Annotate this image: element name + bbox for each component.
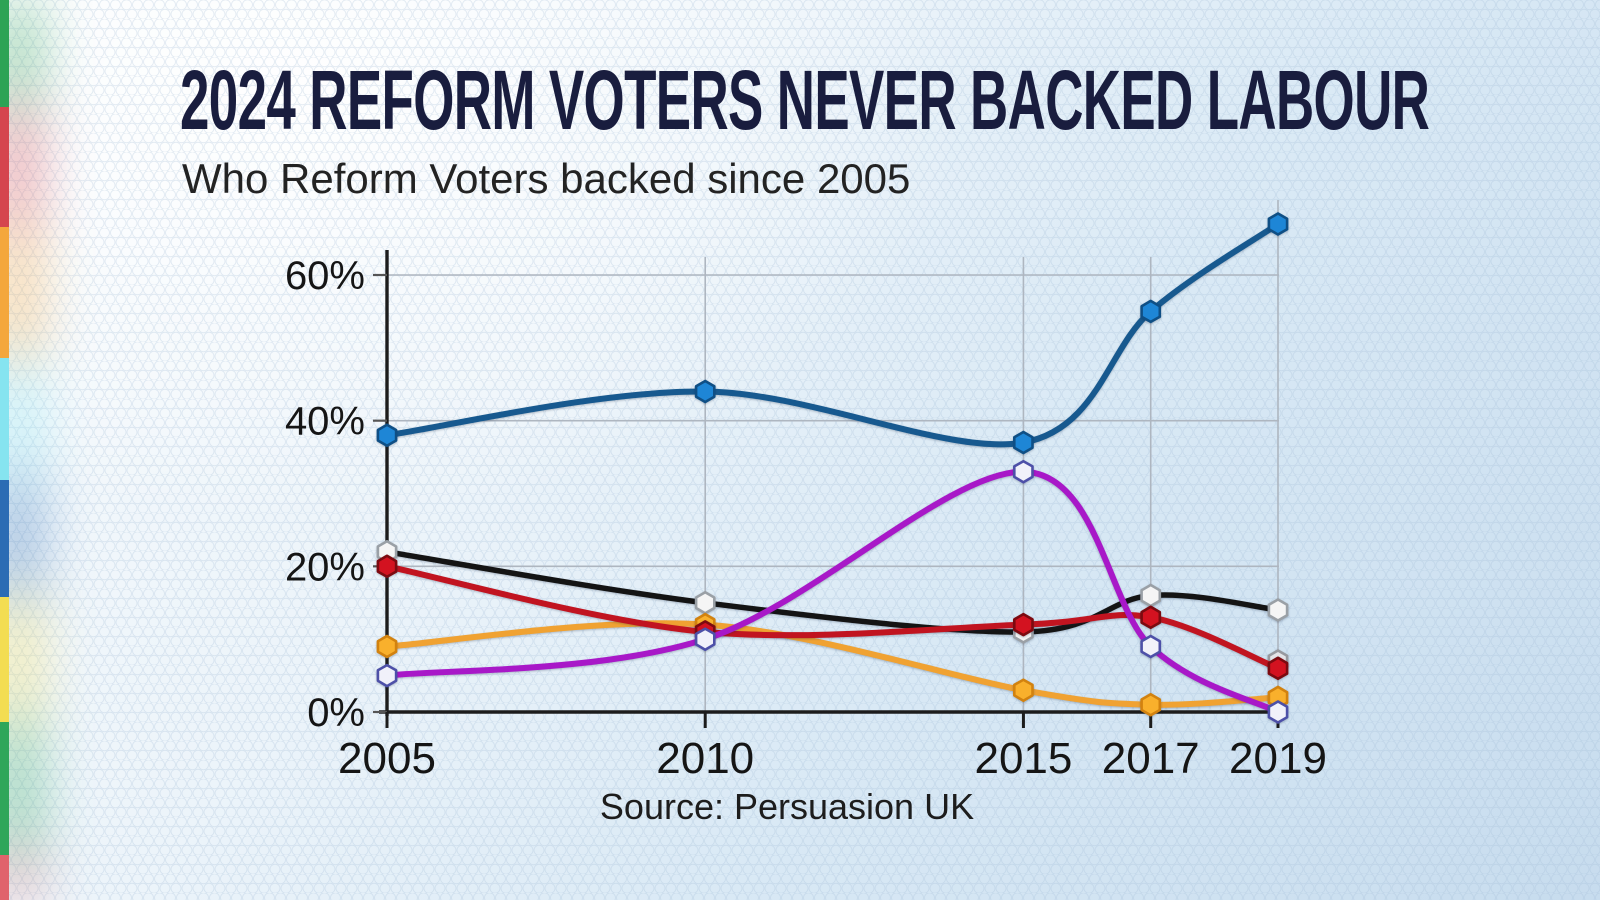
red-line-marker-2019 — [1267, 656, 1289, 681]
chart-subtitle: Who Reform Voters backed since 2005 — [182, 155, 911, 202]
blue-line-marker-2010 — [694, 379, 716, 404]
left-color-strip-segment-7 — [0, 855, 9, 900]
x-tick-label: 2019 — [1229, 734, 1327, 783]
left-color-strip-segment-0 — [0, 0, 9, 107]
y-tick-label: 20% — [285, 545, 365, 589]
purple-line-marker-2010 — [694, 627, 716, 651]
source-label: Source: Persuasion UK — [599, 786, 975, 827]
purple-line-marker-2005 — [376, 663, 398, 688]
black-line-marker-2019 — [1267, 598, 1289, 622]
red-line-marker-2017 — [1140, 605, 1162, 630]
blue-line-marker-2017 — [1140, 299, 1162, 324]
x-tick-label: 2017 — [1102, 734, 1200, 783]
left-color-strip-segment-6 — [0, 722, 9, 855]
red-line-marker-2015 — [1013, 612, 1034, 637]
x-tick-label: 2015 — [974, 734, 1072, 783]
purple-line-marker-2017 — [1140, 634, 1162, 659]
orange-line-path — [384, 620, 1281, 708]
purple-line-path — [384, 468, 1281, 715]
black-line-marker-2010 — [694, 591, 716, 615]
y-tick-label: 60% — [285, 254, 365, 298]
left-color-strip-segment-2 — [0, 227, 9, 358]
left-color-strip-segment-5 — [0, 597, 9, 722]
red-line-path — [384, 563, 1281, 672]
blue-line-marker-2005 — [376, 423, 398, 447]
purple-line-marker-2015 — [1013, 459, 1034, 484]
y-tick-label: 40% — [285, 400, 365, 444]
y-tick-label: 0% — [307, 691, 365, 735]
x-tick-label: 2005 — [338, 734, 436, 783]
chart-title: 2024 REFORM VOTERS NEVER BACKED LABOUR — [180, 53, 1430, 147]
left-color-strip — [0, 0, 9, 900]
x-tick-label: 2010 — [656, 734, 754, 783]
blue-line-marker-2015 — [1013, 430, 1034, 455]
orange-line-marker-2017 — [1140, 692, 1162, 717]
black-line-marker-2017 — [1140, 583, 1162, 608]
left-color-strip-segment-1 — [0, 107, 9, 227]
purple-line-marker-2019 — [1267, 700, 1289, 724]
left-color-strip-segment-4 — [0, 480, 9, 597]
orange-line-marker-2015 — [1013, 678, 1034, 702]
blue-line-path — [384, 221, 1281, 448]
red-line-marker-2005 — [376, 554, 398, 579]
left-color-strip-segment-3 — [0, 358, 9, 480]
blue-line-marker-2019 — [1267, 212, 1289, 236]
orange-line-marker-2005 — [376, 634, 398, 659]
